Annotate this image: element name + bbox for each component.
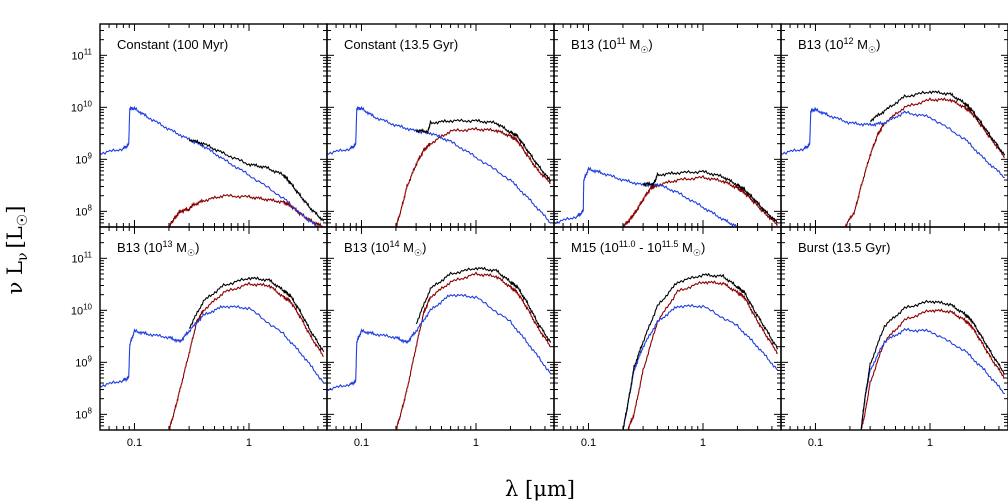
panel-1: Constant (100 Myr) 108 109 1010 1011	[71, 23, 328, 228]
panel-3: B13 (1011 M☉)	[553, 23, 782, 228]
y-tick-label: 1010	[71, 302, 93, 317]
y-tick-label: 1011	[71, 250, 92, 265]
x-tick-label: 0.1	[808, 437, 823, 449]
panel-frame	[780, 226, 1008, 431]
series-total-line	[860, 299, 1005, 430]
series-stars-line	[327, 105, 551, 224]
panel-6: B13 (1014 M☉) 0.1 1	[326, 226, 555, 449]
panel-label: Burst (13.5 Gyr)	[798, 240, 890, 255]
panel-frame	[780, 23, 1008, 228]
panel-frame	[99, 23, 328, 228]
series-total-line	[188, 138, 325, 222]
y-tick-label: 108	[75, 406, 92, 421]
panel-label: M15 (1011.0 - 1011.5 M☉)	[571, 239, 705, 258]
y-axis-title: ν Lν[L☉]	[3, 206, 31, 295]
series-dust-line	[844, 97, 1005, 227]
series-dust-line	[168, 281, 324, 430]
y-tick-label: 1011	[71, 47, 92, 62]
x-tick-label: 1	[246, 437, 252, 449]
series-total-line	[188, 276, 325, 352]
panel-frame	[326, 226, 555, 431]
x-tick-label: 0.1	[354, 437, 369, 449]
panel-label: B13 (1011 M☉)	[571, 36, 653, 55]
panel-frame	[326, 23, 555, 228]
y-tick-label: 108	[75, 203, 92, 218]
x-tick-label: 0.1	[581, 437, 596, 449]
panel-frame	[99, 226, 328, 431]
panel-label: B13 (1014 M☉)	[344, 239, 426, 258]
panel-label: Constant (13.5 Gyr)	[344, 37, 458, 52]
y-tick-label: 1010	[71, 99, 93, 114]
series-stars-line	[100, 105, 318, 227]
panel-label: B13 (1012 M☉)	[798, 36, 880, 55]
panel-label: B13 (1013 M☉)	[117, 239, 199, 258]
series-total-line	[869, 90, 1006, 156]
series-dust-line	[860, 308, 1005, 430]
panel-8: Burst (13.5 Gyr) 0.1 1	[780, 226, 1008, 449]
series-stars-line	[327, 293, 552, 391]
series-dust-line	[627, 280, 778, 430]
x-axis-title: λ [μm]	[505, 477, 575, 501]
series-dust-line	[622, 174, 779, 227]
series-stars-line	[100, 304, 325, 388]
series-total-line	[415, 266, 552, 343]
series-total-line	[642, 169, 778, 224]
series-dust-line	[168, 193, 324, 227]
panel-5: B13 (1013 M☉) 0.1 1 108 109 1010 1011	[71, 226, 328, 449]
panel-7: M15 (1011.0 - 1011.5 M☉) 0.1 1	[553, 226, 782, 449]
panel-2: Constant (13.5 Gyr)	[326, 23, 555, 228]
panel-label: Constant (100 Myr)	[117, 37, 228, 52]
series-total-line	[415, 118, 551, 182]
y-tick-label: 109	[75, 151, 92, 166]
series-stars-line	[781, 106, 1005, 178]
y-tick-label: 109	[75, 354, 92, 369]
series-stars-line	[554, 166, 738, 227]
x-tick-label: 1	[927, 437, 933, 449]
series-stars-line	[622, 303, 779, 430]
x-tick-label: 0.1	[127, 437, 142, 449]
series-dust-line	[395, 126, 551, 227]
series-dust-line	[395, 271, 551, 430]
panel-frame	[553, 226, 782, 431]
x-tick-label: 1	[700, 437, 706, 449]
x-tick-label: 1	[473, 437, 479, 449]
series-total-line	[622, 272, 779, 430]
panel-4: B13 (1012 M☉)	[780, 23, 1008, 228]
